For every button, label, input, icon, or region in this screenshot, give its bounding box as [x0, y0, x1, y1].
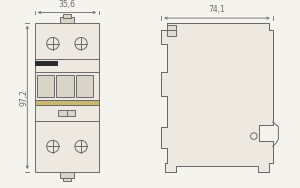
Text: 74,1: 74,1 [208, 5, 226, 14]
Bar [60, 17, 74, 23]
Bar [56, 75, 74, 97]
Bar [35, 100, 99, 105]
Bar [35, 23, 99, 172]
Bar [63, 14, 71, 18]
Polygon shape [161, 23, 273, 172]
Bar [58, 110, 75, 116]
Text: 97,2: 97,2 [19, 89, 28, 106]
Bar [76, 75, 93, 97]
Bar [35, 61, 57, 65]
Bar [60, 172, 74, 178]
Bar [63, 178, 71, 181]
Text: 35,6: 35,6 [58, 0, 75, 9]
Bar [167, 25, 176, 36]
Bar [37, 75, 54, 97]
